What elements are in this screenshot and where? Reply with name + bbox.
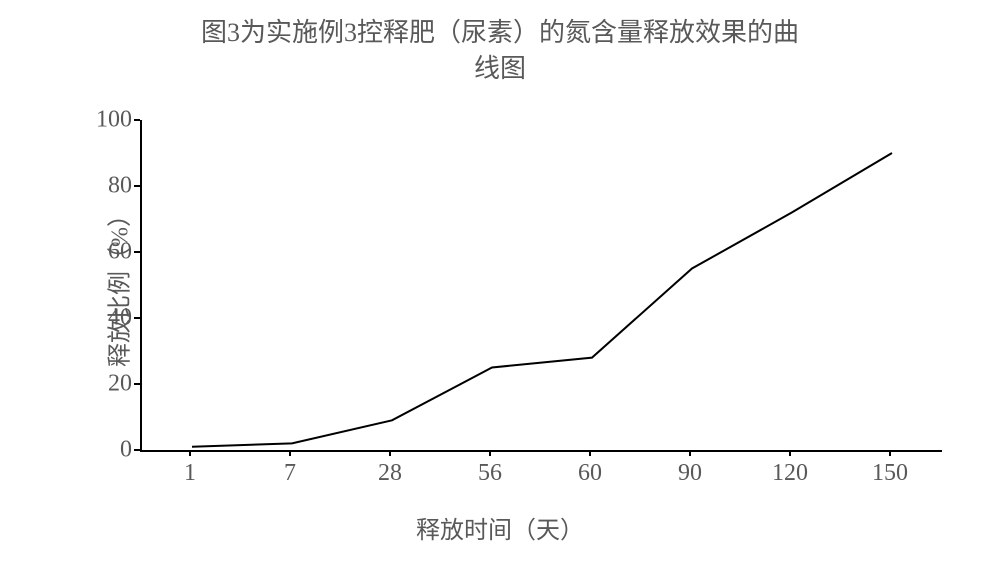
x-tick-mark (289, 450, 291, 456)
y-tick-label: 80 (72, 173, 132, 200)
line-chart-svg (142, 120, 942, 450)
plot-area (140, 120, 942, 452)
y-tick-label: 0 (72, 437, 132, 464)
x-tick-mark (389, 450, 391, 456)
title-line-1: 图3为实施例3控释肥（尿素）的氮含量释放效果的曲 (201, 18, 799, 47)
x-tick-mark (689, 450, 691, 456)
data-line (192, 153, 892, 447)
chart-title: 图3为实施例3控释肥（尿素）的氮含量释放效果的曲 线图 (0, 15, 1000, 88)
x-tick-label: 7 (284, 460, 296, 487)
y-tick-label: 20 (72, 371, 132, 398)
x-tick-label: 60 (578, 460, 602, 487)
title-line-2: 线图 (474, 54, 526, 83)
x-tick-mark (189, 450, 191, 456)
x-tick-mark (889, 450, 891, 456)
x-tick-label: 56 (478, 460, 502, 487)
y-axis-label: 释放比例（%） (100, 203, 135, 367)
x-tick-mark (789, 450, 791, 456)
y-tick-label: 40 (72, 305, 132, 332)
x-tick-label: 1 (184, 460, 196, 487)
x-tick-label: 120 (772, 460, 808, 487)
x-tick-label: 28 (378, 460, 402, 487)
y-tick-label: 100 (72, 107, 132, 134)
x-tick-mark (589, 450, 591, 456)
x-tick-label: 150 (872, 460, 908, 487)
y-tick-label: 60 (72, 239, 132, 266)
chart-container: 图3为实施例3控释肥（尿素）的氮含量释放效果的曲 线图 释放比例（%） 0 20 4… (0, 0, 1000, 579)
x-axis-label: 释放时间（天） (0, 510, 1000, 545)
x-tick-label: 90 (678, 460, 702, 487)
x-tick-mark (489, 450, 491, 456)
